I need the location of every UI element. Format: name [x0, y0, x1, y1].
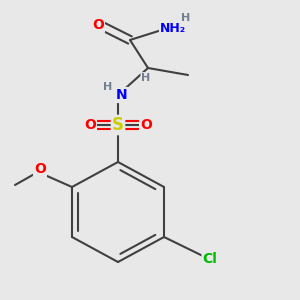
Text: Cl: Cl — [202, 252, 217, 266]
Text: O: O — [92, 18, 104, 32]
Text: H: H — [141, 73, 151, 83]
Text: O: O — [34, 162, 46, 176]
Text: H: H — [182, 13, 190, 23]
Text: NH₂: NH₂ — [160, 22, 186, 34]
Text: O: O — [140, 118, 152, 132]
Text: H: H — [103, 82, 112, 92]
Text: N: N — [116, 88, 128, 102]
Text: S: S — [112, 116, 124, 134]
Text: O: O — [84, 118, 96, 132]
